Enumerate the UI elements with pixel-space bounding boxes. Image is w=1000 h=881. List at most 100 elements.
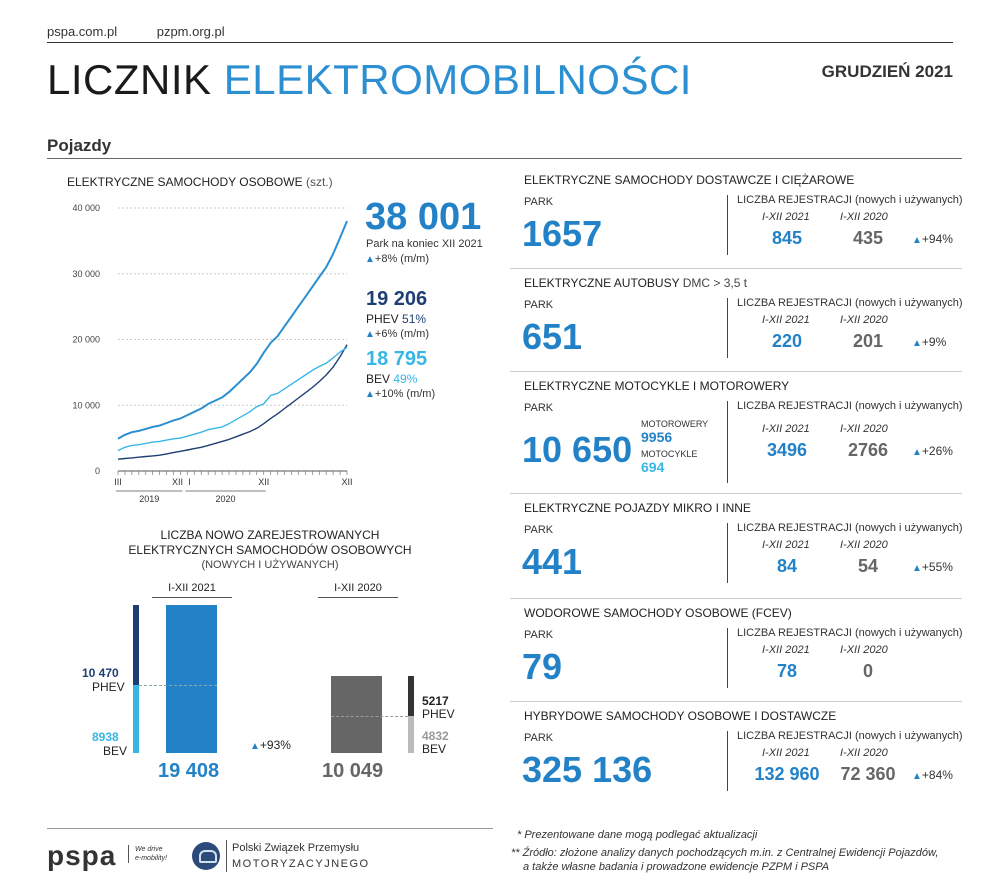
chart-title-text: ELEKTRYCZNE SAMOCHODY OSOBOWE — [67, 175, 303, 189]
column-separator — [727, 628, 728, 688]
bev-value: 18 795 — [366, 348, 428, 370]
column-separator — [727, 523, 728, 583]
reg-label: LICZBA REJESTRACJI (nowych i używanych) — [737, 522, 963, 534]
report-date: GRUDZIEŃ 2021 — [821, 62, 953, 81]
x-tick-label: XII — [341, 477, 352, 487]
park-value: 79 — [522, 646, 563, 687]
sub1-label: MOTOROWERY — [641, 419, 709, 429]
bar-2020-total-value: 10 049 — [322, 760, 384, 782]
year-label: 2019 — [139, 494, 159, 504]
reg-change: ▲+84% — [912, 768, 953, 782]
bar-2021-bev-label: BEV — [103, 744, 128, 758]
row-divider — [510, 371, 962, 372]
category-title-text: ELEKTRYCZNE SAMOCHODY DOSTAWCZE I CIĘŻAR… — [524, 173, 855, 187]
year-2021-label: I-XII 2021 — [762, 644, 810, 656]
category-title: ELEKTRYCZNE POJAZDY MIKRO I INNE — [524, 501, 751, 515]
reg-label: LICZBA REJESTRACJI (nowych i używanych) — [737, 297, 963, 309]
category-title-text: ELEKTRYCZNE POJAZDY MIKRO I INNE — [524, 501, 751, 515]
category-title-text: WODOROWE SAMOCHODY OSOBOWE (FCEV) — [524, 606, 792, 620]
row-divider — [510, 598, 962, 599]
total-value: 38 001 — [365, 196, 482, 238]
reg-change: ▲+94% — [912, 232, 953, 246]
phev-value: 19 206 — [366, 288, 428, 310]
x-tick-label: I — [188, 477, 191, 487]
reg-change-text: +9% — [921, 335, 947, 349]
column-separator — [727, 195, 728, 255]
category-title: ELEKTRYCZNE SAMOCHODY DOSTAWCZE I CIĘŻAR… — [524, 173, 854, 187]
reg-change-text: +84% — [921, 768, 953, 782]
series-line-park — [117, 220, 348, 440]
reg-label: LICZBA REJESTRACJI (nowych i używanych) — [737, 730, 963, 742]
reg-change: ▲+9% — [912, 335, 946, 349]
y-tick-label: 30 000 — [72, 269, 100, 279]
year-2020-label: I-XII 2020 — [840, 314, 888, 326]
pzpm-line2: MOTORYZACYJNEGO — [232, 858, 370, 870]
bar-2021-total — [166, 605, 217, 753]
total-label: Park na koniec XII 2021 — [366, 238, 483, 250]
bar-2021-split-line — [139, 684, 217, 686]
reg-label-text: LICZBA REJESTRACJI — [737, 730, 852, 742]
phev-share: 51% — [402, 312, 427, 326]
bar-2021-phev-label: PHEV — [92, 680, 125, 694]
bar-2021-phev — [133, 605, 139, 685]
bar-2020-phev-label: PHEV — [422, 707, 455, 721]
park-value: 441 — [522, 541, 583, 582]
bev-label: BEV — [366, 372, 391, 386]
x-tick-label: III — [114, 477, 122, 487]
up-triangle-icon: ▲ — [912, 771, 922, 782]
year-2021-label: I-XII 2021 — [762, 747, 810, 759]
bars-title-line1: LICZBA NOWO ZAREJESTROWANYCH — [160, 528, 380, 542]
reg-label-extra: (nowych i używanych) — [854, 400, 963, 412]
sub2-value: 694 — [641, 459, 665, 475]
year-2020-label: I-XII 2020 — [840, 644, 888, 656]
pspa-logo: pspa — [47, 840, 116, 872]
reg-label-extra: (nowych i używanych) — [854, 194, 963, 206]
series-line-bev — [117, 346, 348, 452]
reg-label-extra: (nowych i używanych) — [854, 297, 963, 309]
bars-title-line3: (NOWYCH I UŻYWANYCH) — [201, 559, 339, 571]
sub2-label: MOTOCYKLE — [641, 449, 698, 459]
bar-2021-bev — [133, 684, 139, 753]
category-title: ELEKTRYCZNE MOTOCYKLE I MOTOROWERY — [524, 379, 789, 393]
footnote-2b: a także własne badania i prowadzone ewid… — [523, 861, 830, 873]
total-change-text: +8% (m/m) — [374, 253, 429, 265]
pzpm-logo-text: Polski Związek Przemysłu MOTORYZACYJNEGO — [226, 840, 370, 872]
reg-2020-value: 2766 — [847, 440, 889, 460]
title-part1: LICZNIK — [47, 56, 212, 103]
reg-label: LICZBA REJESTRACJI (nowych i używanych) — [737, 194, 963, 206]
total-change: ▲+8% (m/m) — [365, 253, 429, 265]
y-tick-label: 10 000 — [72, 400, 100, 410]
reg-label-text: LICZBA REJESTRACJI — [737, 297, 852, 309]
reg-label-text: LICZBA REJESTRACJI — [737, 627, 852, 639]
url-pzpm[interactable]: pzpm.org.pl — [156, 24, 225, 39]
pspa-tagline-2: e-mobility! — [135, 855, 167, 862]
reg-label-text: LICZBA REJESTRACJI — [737, 400, 852, 412]
reg-2020-value: 435 — [852, 228, 884, 248]
period-2020-line — [318, 597, 398, 598]
reg-change-text: +26% — [921, 444, 953, 458]
year-2021-label: I-XII 2021 — [762, 211, 810, 223]
reg-2020-value: 54 — [857, 556, 879, 576]
up-triangle-icon: ▲ — [365, 254, 375, 265]
year-2021-label: I-XII 2021 — [762, 314, 810, 326]
reg-label: LICZBA REJESTRACJI (nowych i używanych) — [737, 627, 963, 639]
year-2020-label: I-XII 2020 — [840, 747, 888, 759]
category-title: ELEKTRYCZNE AUTOBUSY DMC > 3,5 t — [524, 276, 747, 290]
url-pspa[interactable]: pspa.com.pl — [47, 24, 118, 39]
footnote-2a: ** Źródło: złożone analizy danych pochod… — [511, 847, 939, 859]
bar-2021-bev-value: 8938 — [92, 730, 119, 744]
bars-change: ▲+93% — [250, 738, 291, 752]
pspa-logo-text: pspa — [47, 840, 117, 871]
chart-unit: (szt.) — [305, 175, 333, 189]
park-value: 325 136 — [522, 749, 653, 790]
bar-2020-bev-label: BEV — [422, 742, 447, 756]
reg-label-extra: (nowych i używanych) — [854, 522, 963, 534]
pspa-tagline: We drive e-mobility! — [128, 845, 167, 863]
pzpm-logo-icon — [192, 842, 220, 870]
reg-label-extra: (nowych i używanych) — [854, 627, 963, 639]
category-title: WODOROWE SAMOCHODY OSOBOWE (FCEV) — [524, 606, 792, 620]
title-part2: ELEKTROMOBILNOŚCI — [223, 56, 692, 103]
footnote-1: * Prezentowane dane mogą podlegać aktual… — [517, 829, 758, 841]
reg-2020-value: 72 360 — [840, 764, 896, 784]
pspa-tagline-1: We drive — [135, 846, 163, 853]
